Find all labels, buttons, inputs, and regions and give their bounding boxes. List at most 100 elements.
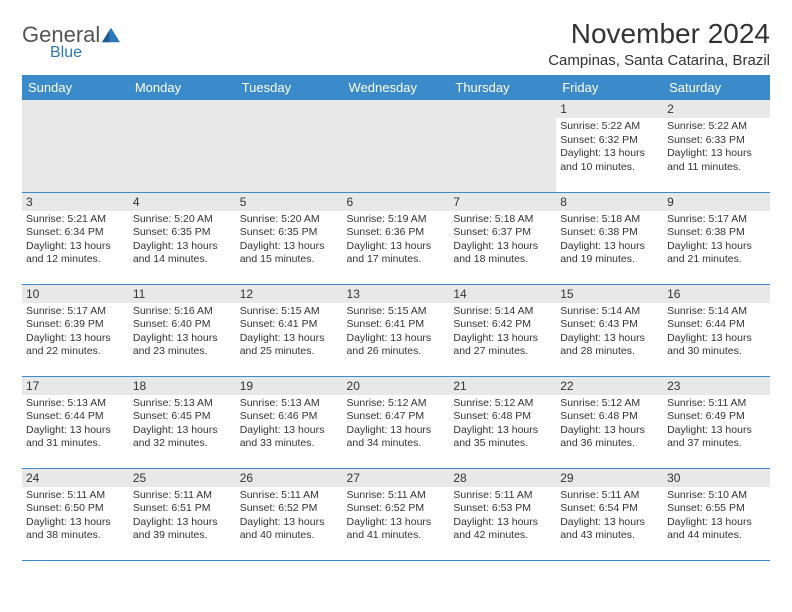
empty-day-cell: [343, 100, 450, 192]
day-number: 30: [663, 469, 770, 487]
day-cell: 18 Sunrise: 5:13 AMSunset: 6:45 PMDayligh…: [129, 376, 236, 468]
calendar-week-row: 24 Sunrise: 5:11 AMSunset: 6:50 PMDayligh…: [22, 468, 770, 560]
month-title: November 2024: [548, 18, 770, 50]
day-number: 5: [236, 193, 343, 211]
dow-header: Sunday: [22, 75, 129, 100]
empty-day-cell: [236, 100, 343, 192]
dow-header: Wednesday: [343, 75, 450, 100]
day-info: Sunrise: 5:13 AMSunset: 6:46 PMDaylight:…: [240, 397, 339, 452]
day-number: 21: [449, 377, 556, 395]
day-cell: 11Sunrise: 5:16 AMSunset: 6:40 PMDayligh…: [129, 284, 236, 376]
logo-triangle-icon: [100, 26, 122, 44]
day-cell: 28 Sunrise: 5:11 AMSunset: 6:53 PMDayligh…: [449, 468, 556, 560]
day-cell: 25 Sunrise: 5:11 AMSunset: 6:51 PMDayligh…: [129, 468, 236, 560]
day-info: Sunrise: 5:10 AMSunset: 6:55 PMDaylight:…: [667, 489, 766, 544]
day-number: 7: [449, 193, 556, 211]
day-cell: 19 Sunrise: 5:13 AMSunset: 6:46 PMDayligh…: [236, 376, 343, 468]
day-number: 29: [556, 469, 663, 487]
day-number: 2: [663, 100, 770, 118]
day-info: Sunrise: 5:14 AMSunset: 6:44 PMDaylight:…: [667, 305, 766, 360]
empty-day-cell: [129, 100, 236, 192]
day-number: 6: [343, 193, 450, 211]
day-info: Sunrise: 5:18 AMSunset: 6:38 PMDaylight:…: [560, 213, 659, 268]
day-cell: 12Sunrise: 5:15 AMSunset: 6:41 PMDayligh…: [236, 284, 343, 376]
day-info: Sunrise: 5:11 AMSunset: 6:51 PMDaylight:…: [133, 489, 232, 544]
day-cell: 2 Sunrise: 5:22 AMSunset: 6:33 PMDaylight…: [663, 100, 770, 192]
day-cell: 26 Sunrise: 5:11 AMSunset: 6:52 PMDayligh…: [236, 468, 343, 560]
day-cell: 17 Sunrise: 5:13 AMSunset: 6:44 PMDayligh…: [22, 376, 129, 468]
day-number: 19: [236, 377, 343, 395]
day-info: Sunrise: 5:12 AMSunset: 6:48 PMDaylight:…: [560, 397, 659, 452]
day-number: 20: [343, 377, 450, 395]
day-info: Sunrise: 5:15 AMSunset: 6:41 PMDaylight:…: [347, 305, 446, 360]
day-info: Sunrise: 5:20 AMSunset: 6:35 PMDaylight:…: [240, 213, 339, 268]
day-cell: 13 Sunrise: 5:15 AMSunset: 6:41 PMDayligh…: [343, 284, 450, 376]
day-info: Sunrise: 5:14 AMSunset: 6:43 PMDaylight:…: [560, 305, 659, 360]
day-cell: 10Sunrise: 5:17 AMSunset: 6:39 PMDayligh…: [22, 284, 129, 376]
day-info: Sunrise: 5:13 AMSunset: 6:44 PMDaylight:…: [26, 397, 125, 452]
day-info: Sunrise: 5:16 AMSunset: 6:40 PMDaylight:…: [133, 305, 232, 360]
day-cell: 23 Sunrise: 5:11 AMSunset: 6:49 PMDayligh…: [663, 376, 770, 468]
day-number: 3: [22, 193, 129, 211]
calendar-table: SundayMondayTuesdayWednesdayThursdayFrid…: [22, 75, 770, 561]
day-number: 23: [663, 377, 770, 395]
calendar-week-row: 3Sunrise: 5:21 AMSunset: 6:34 PMDaylight…: [22, 192, 770, 284]
day-number: 14: [449, 285, 556, 303]
calendar-week-row: 1 Sunrise: 5:22 AMSunset: 6:32 PMDaylight…: [22, 100, 770, 192]
day-info: Sunrise: 5:20 AMSunset: 6:35 PMDaylight:…: [133, 213, 232, 268]
day-info: Sunrise: 5:12 AMSunset: 6:47 PMDaylight:…: [347, 397, 446, 452]
day-cell: 29 Sunrise: 5:11 AMSunset: 6:54 PMDayligh…: [556, 468, 663, 560]
day-info: Sunrise: 5:15 AMSunset: 6:41 PMDaylight:…: [240, 305, 339, 360]
location: Campinas, Santa Catarina, Brazil: [548, 52, 770, 69]
day-info: Sunrise: 5:12 AMSunset: 6:48 PMDaylight:…: [453, 397, 552, 452]
title-block: November 2024 Campinas, Santa Catarina, …: [548, 18, 770, 69]
day-number: 26: [236, 469, 343, 487]
empty-day-cell: [449, 100, 556, 192]
day-cell: 16 Sunrise: 5:14 AMSunset: 6:44 PMDayligh…: [663, 284, 770, 376]
dow-header: Saturday: [663, 75, 770, 100]
day-info: Sunrise: 5:22 AMSunset: 6:33 PMDaylight:…: [667, 120, 766, 175]
day-info: Sunrise: 5:13 AMSunset: 6:45 PMDaylight:…: [133, 397, 232, 452]
day-cell: 4 Sunrise: 5:20 AMSunset: 6:35 PMDaylight…: [129, 192, 236, 284]
day-cell: 7Sunrise: 5:18 AMSunset: 6:37 PMDaylight…: [449, 192, 556, 284]
day-number: 18: [129, 377, 236, 395]
day-info: Sunrise: 5:11 AMSunset: 6:53 PMDaylight:…: [453, 489, 552, 544]
day-number: 1: [556, 100, 663, 118]
calendar-week-row: 17 Sunrise: 5:13 AMSunset: 6:44 PMDayligh…: [22, 376, 770, 468]
dow-header: Tuesday: [236, 75, 343, 100]
day-number: 13: [343, 285, 450, 303]
empty-day-cell: [22, 100, 129, 192]
logo: General Blue: [22, 22, 122, 62]
calendar-week-row: 10Sunrise: 5:17 AMSunset: 6:39 PMDayligh…: [22, 284, 770, 376]
header: General Blue November 2024 Campinas, San…: [22, 18, 770, 69]
day-number: 9: [663, 193, 770, 211]
day-number: 8: [556, 193, 663, 211]
day-number: 10: [22, 285, 129, 303]
day-info: Sunrise: 5:19 AMSunset: 6:36 PMDaylight:…: [347, 213, 446, 268]
day-cell: 21 Sunrise: 5:12 AMSunset: 6:48 PMDayligh…: [449, 376, 556, 468]
day-number: 16: [663, 285, 770, 303]
day-number: 25: [129, 469, 236, 487]
day-cell: 30 Sunrise: 5:10 AMSunset: 6:55 PMDayligh…: [663, 468, 770, 560]
day-info: Sunrise: 5:11 AMSunset: 6:54 PMDaylight:…: [560, 489, 659, 544]
day-cell: 20 Sunrise: 5:12 AMSunset: 6:47 PMDayligh…: [343, 376, 450, 468]
day-info: Sunrise: 5:22 AMSunset: 6:32 PMDaylight:…: [560, 120, 659, 175]
day-number: 15: [556, 285, 663, 303]
day-number: 27: [343, 469, 450, 487]
day-of-week-row: SundayMondayTuesdayWednesdayThursdayFrid…: [22, 75, 770, 100]
dow-header: Monday: [129, 75, 236, 100]
day-info: Sunrise: 5:11 AMSunset: 6:52 PMDaylight:…: [240, 489, 339, 544]
day-cell: 15 Sunrise: 5:14 AMSunset: 6:43 PMDayligh…: [556, 284, 663, 376]
day-number: 28: [449, 469, 556, 487]
day-info: Sunrise: 5:14 AMSunset: 6:42 PMDaylight:…: [453, 305, 552, 360]
day-cell: 22Sunrise: 5:12 AMSunset: 6:48 PMDayligh…: [556, 376, 663, 468]
day-info: Sunrise: 5:11 AMSunset: 6:50 PMDaylight:…: [26, 489, 125, 544]
day-info: Sunrise: 5:11 AMSunset: 6:52 PMDaylight:…: [347, 489, 446, 544]
day-info: Sunrise: 5:11 AMSunset: 6:49 PMDaylight:…: [667, 397, 766, 452]
day-cell: 9Sunrise: 5:17 AMSunset: 6:38 PMDaylight…: [663, 192, 770, 284]
day-cell: 1 Sunrise: 5:22 AMSunset: 6:32 PMDaylight…: [556, 100, 663, 192]
day-number: 24: [22, 469, 129, 487]
day-number: 17: [22, 377, 129, 395]
day-number: 4: [129, 193, 236, 211]
day-cell: 5 Sunrise: 5:20 AMSunset: 6:35 PMDaylight…: [236, 192, 343, 284]
